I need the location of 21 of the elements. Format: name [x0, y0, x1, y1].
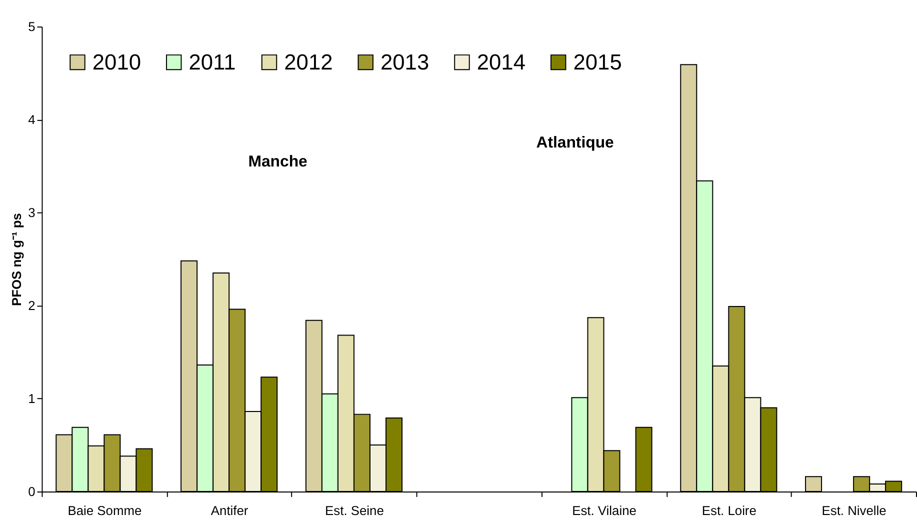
legend-label: 2011 — [188, 49, 236, 74]
legend-label: 2013 — [380, 49, 430, 74]
legend-label: 2012 — [284, 49, 333, 74]
x-tick-label: Est. Loire — [702, 502, 756, 518]
y-axis-title: PFOS ng g⁻¹ ps — [9, 213, 24, 306]
legend-label: 2015 — [573, 49, 622, 74]
y-tick-label: 4 — [28, 112, 36, 128]
legend-label: 2014 — [476, 49, 526, 74]
y-tick-label: 1 — [28, 390, 36, 406]
x-tick-label: Est. Seine — [325, 502, 384, 518]
annotation: Atlantique — [536, 134, 614, 152]
x-tick-label: Antifer — [210, 502, 249, 518]
x-tick-label: Baie Somme — [68, 502, 142, 518]
y-tick-label: 2 — [28, 298, 36, 313]
y-tick-label: 3 — [28, 204, 36, 220]
y-tick-label: 0 — [28, 484, 36, 499]
annotation: Manche — [248, 153, 308, 170]
y-tick-label: 5 — [28, 19, 36, 34]
legend-label: 2010 — [92, 49, 142, 74]
x-tick-label: Est. Nivelle — [822, 502, 886, 518]
x-tick-label: Est. Vilaine — [572, 502, 636, 518]
